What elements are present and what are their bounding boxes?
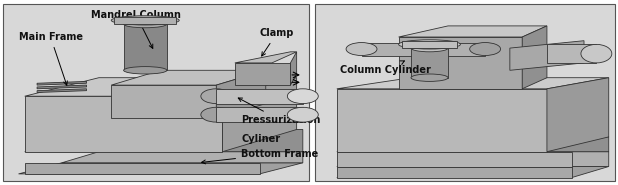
Polygon shape	[547, 78, 609, 152]
Bar	[216, 89, 303, 104]
Bar	[124, 24, 167, 70]
Bar	[235, 63, 290, 85]
Polygon shape	[337, 166, 609, 178]
Bar	[216, 107, 303, 122]
Ellipse shape	[411, 74, 448, 81]
Ellipse shape	[411, 44, 448, 52]
Bar	[411, 48, 448, 78]
Bar	[25, 163, 260, 174]
Polygon shape	[235, 52, 297, 63]
Ellipse shape	[287, 107, 318, 122]
Polygon shape	[111, 70, 266, 85]
Polygon shape	[337, 137, 609, 152]
Bar	[315, 4, 615, 181]
Polygon shape	[37, 81, 87, 85]
Ellipse shape	[581, 44, 612, 63]
Bar	[3, 4, 309, 181]
Text: Column Cylinder: Column Cylinder	[340, 61, 431, 75]
Ellipse shape	[346, 43, 377, 56]
Polygon shape	[216, 70, 266, 118]
Ellipse shape	[399, 40, 460, 49]
Text: Cyliner: Cyliner	[241, 134, 280, 144]
Polygon shape	[337, 89, 547, 152]
Bar	[547, 44, 596, 63]
Bar	[399, 37, 522, 89]
Text: Pressurization: Pressurization	[239, 98, 320, 125]
Polygon shape	[37, 85, 87, 89]
Polygon shape	[111, 85, 216, 118]
Ellipse shape	[201, 89, 232, 104]
Polygon shape	[62, 152, 303, 163]
Polygon shape	[25, 96, 222, 152]
Ellipse shape	[111, 16, 179, 25]
Ellipse shape	[470, 43, 501, 56]
Polygon shape	[37, 89, 87, 92]
Ellipse shape	[201, 107, 232, 122]
Polygon shape	[337, 152, 609, 166]
Polygon shape	[222, 78, 297, 152]
Polygon shape	[522, 26, 547, 89]
Polygon shape	[510, 41, 584, 70]
Text: Mandrel Column: Mandrel Column	[91, 10, 181, 48]
Bar	[362, 43, 485, 56]
Text: Bottom Frame: Bottom Frame	[201, 149, 318, 164]
Polygon shape	[290, 52, 297, 85]
Polygon shape	[25, 130, 303, 152]
Ellipse shape	[287, 89, 318, 104]
Ellipse shape	[124, 20, 167, 28]
Bar	[337, 166, 572, 178]
Polygon shape	[25, 78, 297, 96]
Bar	[337, 152, 572, 166]
Text: Clamp: Clamp	[260, 28, 294, 56]
Ellipse shape	[124, 67, 167, 74]
Text: Main Frame: Main Frame	[19, 32, 83, 85]
Bar	[402, 41, 457, 48]
Polygon shape	[337, 78, 609, 89]
Polygon shape	[19, 163, 303, 174]
Bar	[114, 17, 176, 24]
Polygon shape	[399, 26, 547, 37]
